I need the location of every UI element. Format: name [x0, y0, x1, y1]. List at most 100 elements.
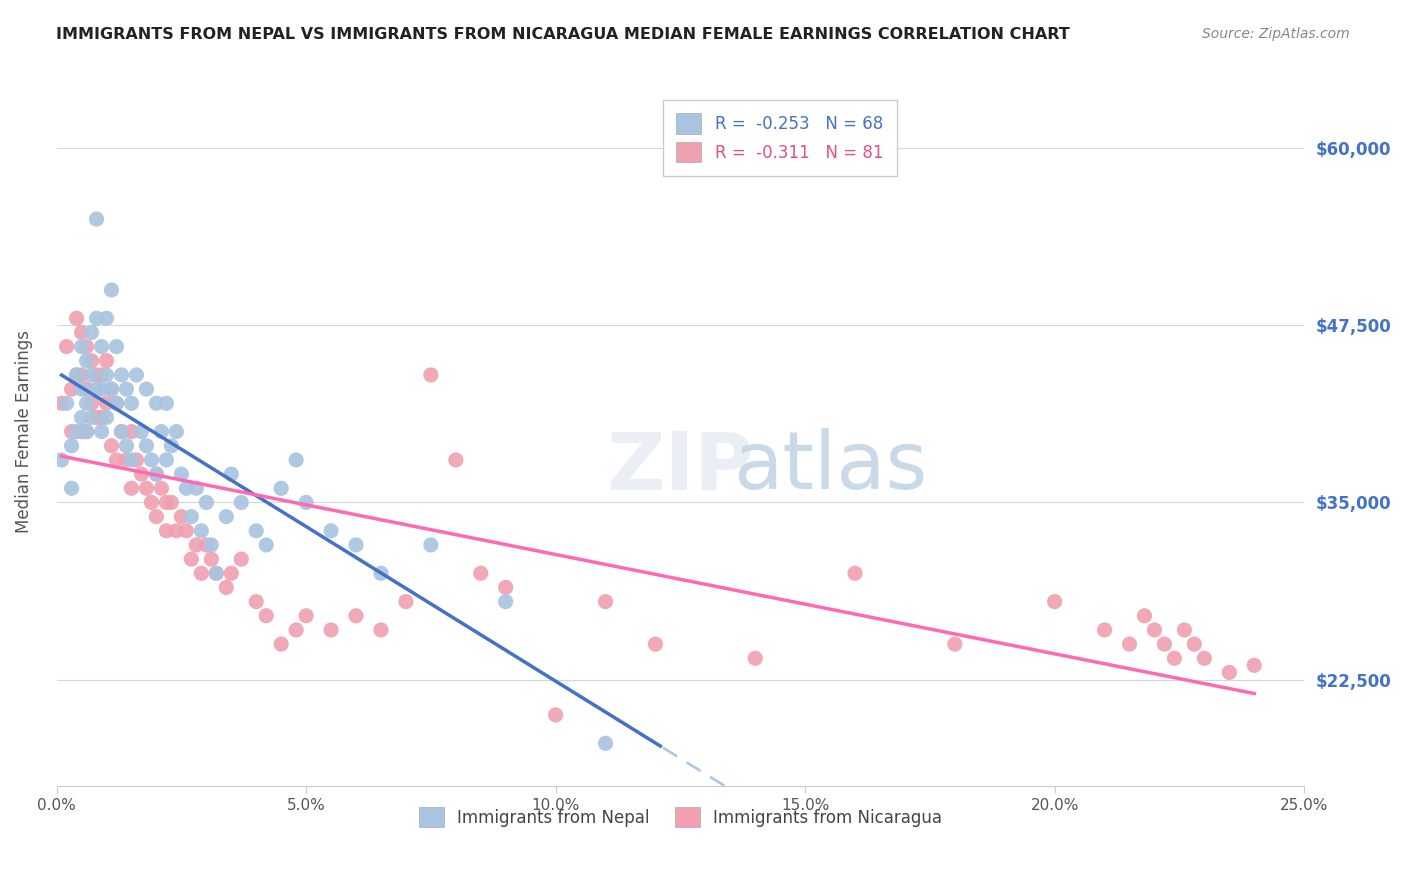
Point — [115, 453, 138, 467]
Point — [80, 396, 103, 410]
Point — [1218, 665, 1240, 680]
Point — [96, 410, 118, 425]
Point — [370, 566, 392, 581]
Point — [121, 481, 143, 495]
Point — [644, 637, 666, 651]
Point — [145, 467, 167, 482]
Point — [90, 340, 112, 354]
Point — [495, 594, 517, 608]
Point — [419, 368, 441, 382]
Y-axis label: Median Female Earnings: Median Female Earnings — [15, 330, 32, 533]
Point — [1118, 637, 1140, 651]
Point — [80, 353, 103, 368]
Point — [65, 368, 87, 382]
Point — [145, 396, 167, 410]
Point — [65, 425, 87, 439]
Point — [141, 495, 163, 509]
Point — [190, 524, 212, 538]
Point — [444, 453, 467, 467]
Point — [65, 368, 87, 382]
Point — [90, 425, 112, 439]
Point — [205, 566, 228, 581]
Point — [110, 425, 132, 439]
Point — [121, 425, 143, 439]
Point — [176, 481, 198, 495]
Point — [51, 396, 73, 410]
Point — [155, 453, 177, 467]
Point — [319, 623, 342, 637]
Point — [245, 524, 267, 538]
Point — [295, 608, 318, 623]
Point — [141, 453, 163, 467]
Point — [55, 396, 77, 410]
Point — [60, 481, 83, 495]
Point — [86, 382, 108, 396]
Point — [150, 481, 173, 495]
Point — [1182, 637, 1205, 651]
Point — [55, 340, 77, 354]
Point — [270, 481, 292, 495]
Point — [90, 410, 112, 425]
Point — [86, 311, 108, 326]
Point — [165, 425, 187, 439]
Point — [176, 524, 198, 538]
Point — [160, 439, 183, 453]
Point — [231, 552, 253, 566]
Point — [60, 425, 83, 439]
Point — [60, 382, 83, 396]
Point — [155, 495, 177, 509]
Point — [80, 368, 103, 382]
Point — [115, 382, 138, 396]
Point — [65, 311, 87, 326]
Point — [105, 340, 128, 354]
Point — [200, 538, 222, 552]
Point — [86, 368, 108, 382]
Point — [100, 283, 122, 297]
Point — [100, 439, 122, 453]
Text: Source: ZipAtlas.com: Source: ZipAtlas.com — [1202, 27, 1350, 41]
Point — [215, 509, 238, 524]
Point — [125, 368, 148, 382]
Point — [370, 623, 392, 637]
Point — [215, 581, 238, 595]
Point — [1163, 651, 1185, 665]
Point — [135, 382, 157, 396]
Point — [145, 509, 167, 524]
Point — [245, 594, 267, 608]
Point — [70, 382, 93, 396]
Point — [70, 340, 93, 354]
Point — [270, 637, 292, 651]
Point — [76, 382, 98, 396]
Point — [395, 594, 418, 608]
Point — [60, 439, 83, 453]
Point — [96, 311, 118, 326]
Point — [90, 368, 112, 382]
Point — [131, 467, 153, 482]
Point — [80, 410, 103, 425]
Point — [344, 608, 367, 623]
Point — [219, 566, 242, 581]
Point — [180, 509, 202, 524]
Point — [80, 326, 103, 340]
Point — [1143, 623, 1166, 637]
Point — [96, 396, 118, 410]
Point — [595, 736, 617, 750]
Point — [51, 453, 73, 467]
Point — [135, 481, 157, 495]
Point — [76, 425, 98, 439]
Point — [70, 410, 93, 425]
Point — [1133, 608, 1156, 623]
Point — [70, 368, 93, 382]
Point — [76, 340, 98, 354]
Point — [105, 396, 128, 410]
Point — [170, 467, 193, 482]
Point — [70, 425, 93, 439]
Point — [121, 453, 143, 467]
Point — [90, 382, 112, 396]
Point — [219, 467, 242, 482]
Point — [100, 382, 122, 396]
Point — [76, 353, 98, 368]
Point — [115, 439, 138, 453]
Point — [1243, 658, 1265, 673]
Point — [195, 538, 218, 552]
